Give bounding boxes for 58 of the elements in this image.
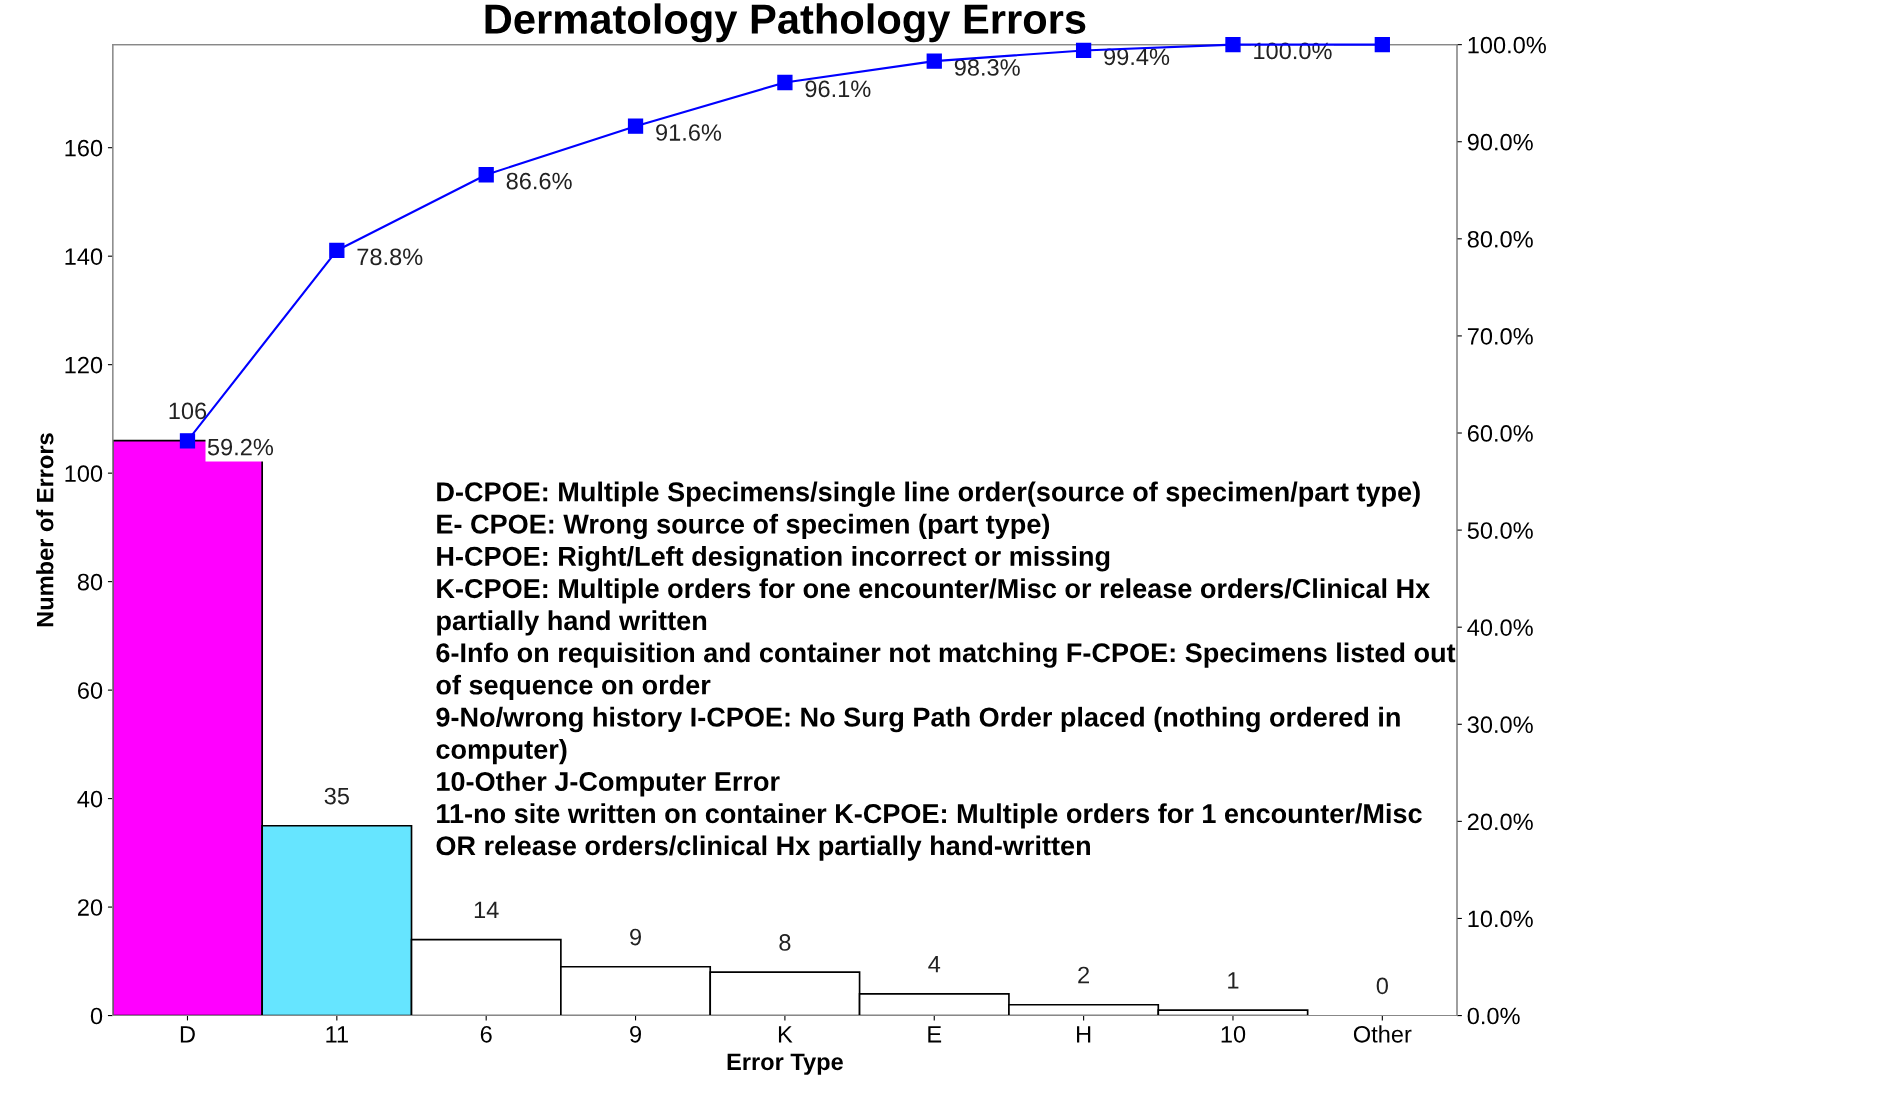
y2-tick-label: 30.0% [1467, 716, 1533, 734]
y-tick-label: 140 [65, 248, 103, 265]
x-tick-label: 11 [326, 1026, 348, 1043]
point [777, 74, 793, 91]
data-label: 91.6% [656, 124, 722, 141]
data-label: 9 [630, 928, 641, 946]
y-tick-label: 0 [90, 1007, 103, 1025]
point [1225, 37, 1241, 53]
data-label: 98.3% [954, 59, 1020, 76]
x-tick-label: 6 [480, 1025, 492, 1043]
data-label: 78.8% [357, 248, 423, 266]
data-label: 35 [324, 787, 349, 805]
data-label: 8 [779, 934, 791, 951]
y2-tick-label: 20.0% [1467, 813, 1533, 831]
y-tick-label: 40 [77, 790, 103, 808]
y2-tick-label: 60.0% [1467, 425, 1533, 442]
y-tick-label: 120 [65, 356, 103, 374]
y2-tick-label: 40.0% [1467, 619, 1533, 636]
text: D-CPOE: Multiple Specimens/single line order(source of specimen/part type) E- CPOE: Wrong source of specimen (part type) H-CPOE: Right/Left designation incorrect or missing K-CPOE: Multiple orders for one encounter/Misc or release orders/Clinical Hx partially hand written 6-Info on requisition and container not matching F-CPOE: Specimens listed out of sequence on order 9-No/wrong history I-CPOE: No Surg Path Order placed (nothing ordered in computer) 10-Other J-Computer Error 11-no site written on container K-CPOE: Multiple orders for 1 encounter/Misc OR release orders/clinical Hx partially hand-written [436, 481, 1456, 861]
y-tick-label: 20 [78, 899, 103, 916]
data-label: 14 [474, 901, 499, 919]
data-label: 59.2% [207, 438, 274, 456]
data-label: 1 [1228, 972, 1239, 989]
x-tick-label: H [1077, 1026, 1091, 1043]
point [926, 53, 942, 69]
x-tick-label: E [928, 1026, 942, 1043]
data-label: 96.1% [805, 80, 871, 98]
y2-tick-label: 0.0% [1467, 1007, 1520, 1025]
y-tick-label: 60 [78, 682, 103, 699]
x-tick-label: K [778, 1026, 793, 1043]
y2-tick-label: 90.0% [1467, 133, 1533, 151]
data-label: 4 [928, 956, 941, 973]
x-tick-label: 9 [630, 1025, 641, 1043]
y-axis-title: Number of Errors [36, 433, 54, 627]
x-axis-title: Error Type [727, 1053, 843, 1075]
x-tick-label: 10 [1221, 1025, 1246, 1043]
point [179, 433, 196, 449]
y2-tick-label: 80.0% [1467, 230, 1533, 248]
point [329, 242, 345, 259]
data-label: 106 [169, 402, 207, 420]
y2-tick-label: 100.0% [1468, 36, 1546, 54]
point [627, 118, 644, 134]
x-tick-label: Other [1353, 1025, 1412, 1043]
x-tick-label: D [180, 1026, 195, 1043]
data-label: 2 [1078, 966, 1089, 984]
point [478, 167, 494, 183]
data-label: 86.6% [506, 172, 572, 190]
y2-tick-label: 70.0% [1467, 327, 1533, 345]
data-label: 0 [1376, 977, 1388, 995]
y2-tick-label: 10.0% [1468, 910, 1533, 928]
y-tick-label: 100 [65, 465, 103, 482]
point [1374, 37, 1390, 53]
point [1075, 42, 1092, 59]
y-tick-label: 160 [65, 139, 103, 157]
chart-title: Dermatology Pathology Errors [485, 3, 1086, 43]
data-label: 99.4% [1104, 48, 1170, 66]
y-tick-label: 80 [77, 573, 103, 591]
y2-tick-label: 50.0% [1467, 522, 1533, 539]
